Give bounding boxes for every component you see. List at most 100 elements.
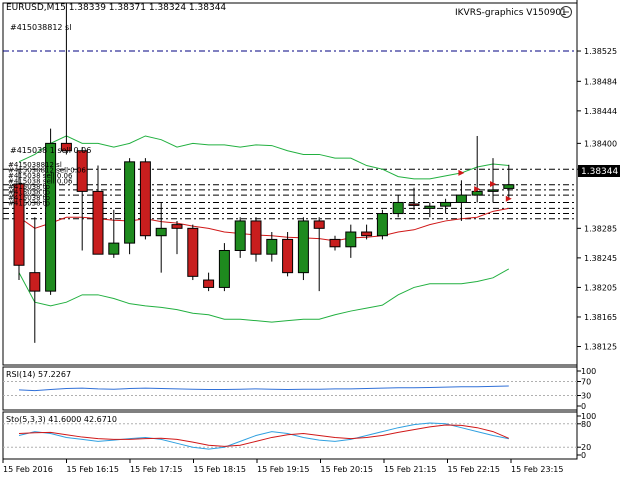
candle[interactable] [266, 232, 278, 262]
candle-body [218, 249, 230, 288]
bollinger-bands [18, 135, 510, 323]
candle-body [408, 203, 420, 206]
candle-body [376, 213, 388, 237]
candle-body [171, 224, 183, 229]
candle[interactable] [92, 165, 104, 255]
candle[interactable] [13, 169, 25, 281]
indicator-title: Sto(5,3,3) 41.6000 42.6710 [6, 415, 117, 424]
candle[interactable] [155, 202, 167, 273]
candle[interactable] [45, 128, 57, 295]
candle-body [487, 189, 499, 192]
price-tick-label: 1.38400 [584, 139, 617, 148]
candlesticks[interactable] [13, 3, 515, 343]
trade-arrow-marker [505, 195, 512, 202]
order-sell-label: #415038 1 sell 0.06 [10, 146, 91, 155]
main-price-panel[interactable]: #415038812 sl#415038812 sell 0.06#415038… [3, 3, 617, 352]
candle[interactable] [76, 147, 88, 251]
order-stack-label: #415038 tp [8, 189, 51, 197]
candle[interactable] [29, 217, 41, 343]
candle-body [471, 190, 483, 196]
band-upper-line [18, 135, 509, 180]
candle[interactable] [250, 217, 262, 262]
candle[interactable] [455, 180, 467, 221]
order-stack-label: #415038812 sl [8, 161, 62, 169]
indicator-tick-label: 20 [581, 443, 591, 452]
indicator-tick-label: 70 [581, 378, 591, 387]
candle[interactable] [440, 198, 452, 214]
candle[interactable] [424, 202, 436, 218]
candle[interactable] [487, 158, 499, 203]
order-labels: #415038812 sl#415038812 sell 0.06#415038… [8, 161, 86, 208]
time-tick-label: 15 Feb 2016 [3, 465, 53, 474]
trade-markers [458, 169, 512, 202]
price-tick-label: 1.38125 [584, 343, 617, 352]
window-minimize-button[interactable] [560, 6, 572, 18]
candle-body [29, 272, 41, 292]
time-tick-label: 15 Feb 16:15 [67, 465, 119, 474]
candle[interactable] [361, 224, 373, 240]
candle[interactable] [503, 164, 515, 200]
indicator-tick-label: 100 [581, 412, 596, 421]
indicator-tick-label: 100 [581, 367, 596, 376]
candle[interactable] [124, 158, 136, 255]
candle-body [313, 220, 325, 229]
indicator-line-1 [18, 424, 509, 447]
candle-body [155, 227, 167, 237]
candle[interactable] [345, 224, 357, 258]
indicator-tick-label: 80 [581, 420, 591, 429]
time-tick-label: 15 Feb 17:15 [130, 465, 182, 474]
candle-body [124, 161, 136, 244]
symbol-ohlc-header: EURUSD,M15 1.38339 1.38371 1.38324 1.383… [6, 3, 226, 13]
candle-body [282, 238, 294, 274]
indicator-tick-label: 0 [581, 451, 586, 460]
time-tick-label: 15 Feb 19:15 [257, 465, 309, 474]
candle[interactable] [203, 272, 215, 292]
price-tick-label: 1.38165 [584, 313, 617, 322]
candle-body [234, 220, 246, 251]
order-stack-label: #415038 sell 0.06 [8, 172, 73, 180]
candle[interactable] [313, 217, 325, 292]
candle-body [266, 238, 278, 255]
candle[interactable] [471, 135, 483, 203]
price-axis[interactable]: 1.385251.384841.384441.384001.383651.382… [577, 47, 617, 352]
candle[interactable] [234, 217, 246, 258]
candle[interactable] [187, 224, 199, 281]
candle[interactable] [282, 232, 294, 277]
price-tick-label: 1.38205 [584, 283, 617, 292]
current-price-box: 1.38344 [578, 165, 620, 177]
candle[interactable] [408, 187, 420, 210]
price-tick-label: 1.38525 [584, 47, 617, 56]
trade-arrow-marker [458, 169, 465, 176]
indicator-line-0 [18, 422, 509, 450]
candle-body [297, 220, 309, 274]
candle[interactable] [139, 158, 151, 240]
candle[interactable] [108, 209, 120, 258]
time-tick-label: 15 Feb 23:15 [511, 465, 563, 474]
candle-body [250, 220, 262, 255]
candle-body [108, 242, 120, 255]
order-stack-label: #415038 sell 0.06 [8, 178, 73, 186]
candle[interactable] [376, 209, 388, 240]
panel-frames [2, 0, 578, 460]
rsi-panel[interactable]: 100 70 300 RSI(14) 57.2267 [3, 367, 596, 411]
candle[interactable] [329, 235, 341, 251]
candle[interactable] [297, 217, 309, 281]
time-tick-label: 15 Feb 21:15 [384, 465, 436, 474]
order-stack-label: #415038 tp [8, 194, 51, 202]
price-tick-label: 1.38484 [584, 77, 617, 86]
trade-arrow-marker [490, 181, 496, 187]
candle-body [345, 231, 357, 248]
candle-body [13, 183, 25, 266]
candle-body [361, 231, 373, 237]
candle[interactable] [392, 195, 404, 218]
candle[interactable] [171, 220, 183, 255]
order-sl-label: #415038812 sl [10, 23, 71, 32]
candle[interactable] [60, 3, 72, 155]
candle[interactable] [218, 243, 230, 292]
candle-body [455, 194, 467, 203]
indicator-label: IKVRS-graphics V150901 [455, 8, 567, 18]
candle-body [139, 161, 151, 237]
